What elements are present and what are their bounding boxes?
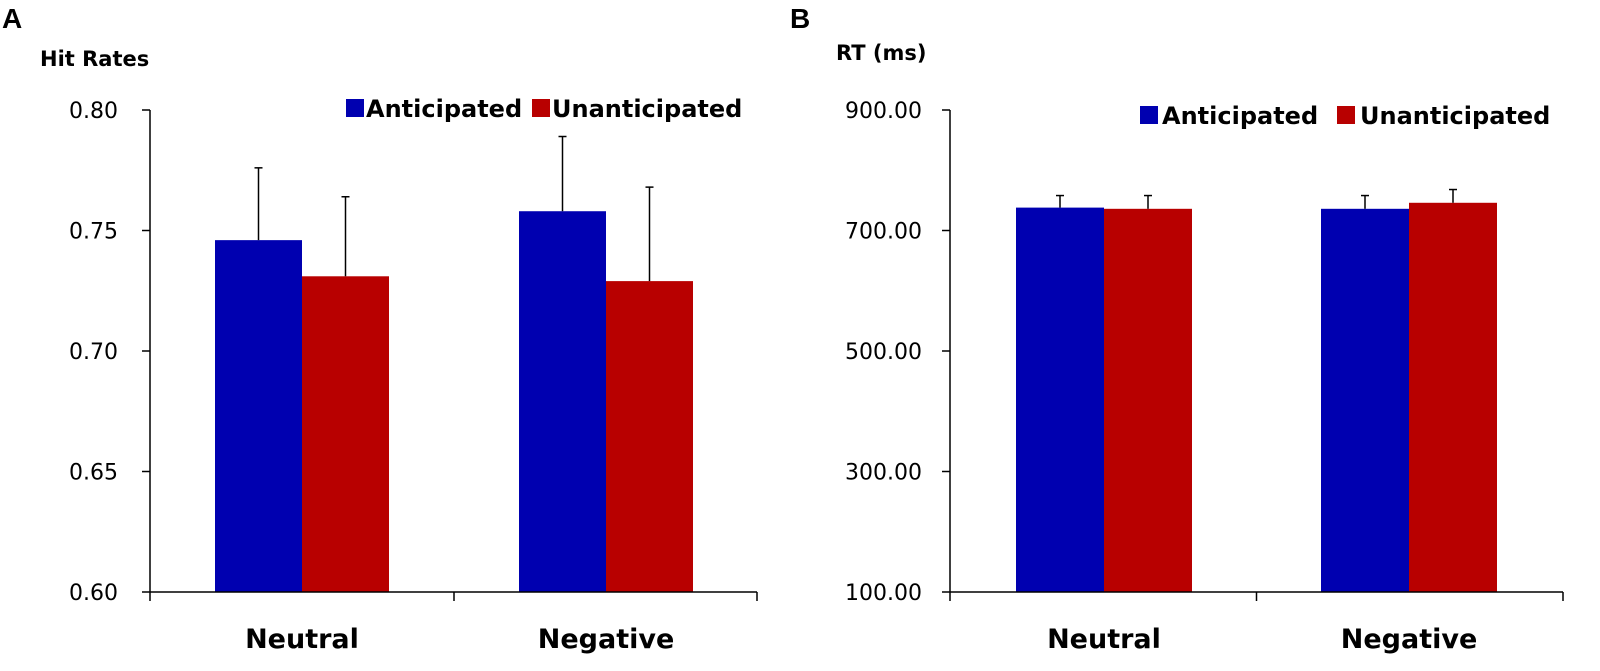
bar-unanticipated-neutral xyxy=(1104,208,1192,592)
y-axis-label: RT (ms) xyxy=(836,41,926,65)
panel-letter: B xyxy=(790,3,810,34)
legend-label-anticipated: Anticipated xyxy=(1162,102,1318,130)
x-category-label: Neutral xyxy=(1047,624,1161,655)
y-axis-label: Hit Rates xyxy=(40,47,149,71)
legend-swatch-unanticipated xyxy=(532,99,550,117)
panel-a: A Hit Rates 0.60 0.65 0.70 0.75 0.80 Neutral Neg… xyxy=(2,3,758,655)
y-tick-label: 0.80 xyxy=(69,99,118,124)
bar-unanticipated-negative xyxy=(606,281,693,592)
bar-unanticipated-negative xyxy=(1409,202,1497,592)
legend-swatch-unanticipated xyxy=(1337,106,1355,124)
panel-letter: A xyxy=(2,3,22,34)
y-tick-label: 700.00 xyxy=(845,220,922,245)
bar-anticipated-neutral xyxy=(215,240,302,592)
bar-anticipated-negative xyxy=(519,211,606,592)
bar-unanticipated-neutral xyxy=(302,276,389,592)
y-tick-label: 100.00 xyxy=(845,581,922,606)
panel-b: B RT (ms) 100.00 300.00 500.00 700.00 900.00 Ne… xyxy=(790,3,1564,655)
y-tick-label: 900.00 xyxy=(845,99,922,124)
x-category-label: Negative xyxy=(538,624,675,655)
y-tick-label: 0.60 xyxy=(69,581,118,606)
x-category-label: Negative xyxy=(1341,624,1478,655)
x-category-label: Neutral xyxy=(245,624,359,655)
legend: Anticipated Unanticipated xyxy=(346,95,742,123)
y-tick-label: 500.00 xyxy=(845,340,922,365)
y-tick-label: 0.70 xyxy=(69,340,118,365)
y-tick-label: 300.00 xyxy=(845,461,922,486)
bar-anticipated-negative xyxy=(1321,208,1409,592)
legend: Anticipated Unanticipated xyxy=(1140,102,1550,130)
y-tick-label: 0.75 xyxy=(69,220,118,245)
y-tick-label: 0.65 xyxy=(69,461,118,486)
legend-label-anticipated: Anticipated xyxy=(366,95,522,123)
legend-label-unanticipated: Unanticipated xyxy=(552,95,742,123)
legend-label-unanticipated: Unanticipated xyxy=(1360,102,1550,130)
legend-swatch-anticipated xyxy=(1140,106,1158,124)
bar-anticipated-neutral xyxy=(1016,207,1104,593)
legend-swatch-anticipated xyxy=(346,99,364,117)
